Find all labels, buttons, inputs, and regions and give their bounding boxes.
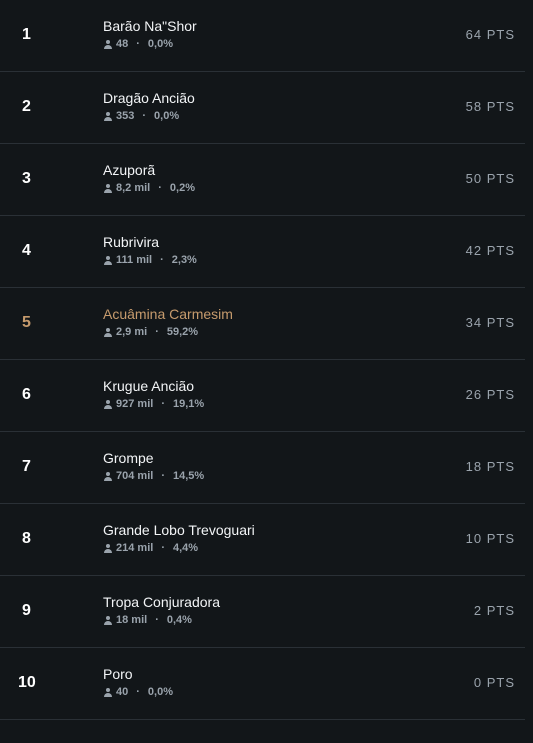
- separator-dot: ·: [155, 326, 159, 338]
- leaderboard-row-6[interactable]: 6 Krugue Ancião 927 mil · 19,1% 26 PTS: [0, 360, 525, 432]
- entry-stats: 353 · 0,0%: [103, 110, 179, 122]
- separator-dot: ·: [155, 614, 159, 626]
- player-count: 704 mil: [116, 470, 154, 482]
- entry-stats: 111 mil · 2,3%: [103, 254, 197, 266]
- entry-stats: 927 mil · 19,1%: [103, 398, 204, 410]
- leaderboard-row-9[interactable]: 9 Tropa Conjuradora 18 mil · 0,4% 2 PTS: [0, 576, 525, 648]
- pick-percent: 19,1%: [172, 398, 205, 410]
- entry-stats: 704 mil · 14,5%: [103, 470, 204, 482]
- pick-percent: 0,0%: [154, 110, 180, 122]
- user-icon: [103, 687, 112, 697]
- pick-percent: 4,4%: [172, 542, 199, 554]
- separator-dot: ·: [160, 254, 164, 266]
- points-value: 10 PTS: [465, 531, 515, 546]
- entry-name: Barão Na"Shor: [103, 18, 197, 34]
- rank-number: 8: [22, 530, 31, 547]
- pick-percent: 0,2%: [169, 182, 195, 194]
- rank-number: 3: [22, 170, 31, 187]
- entry-name: Grompe: [103, 450, 154, 466]
- player-count: 111 mil: [116, 254, 153, 266]
- separator-dot: ·: [161, 542, 165, 554]
- rank-number: 4: [22, 242, 31, 259]
- pick-percent: 59,2%: [166, 326, 199, 338]
- points-value: 58 PTS: [465, 99, 515, 114]
- pick-percent: 0,0%: [147, 38, 173, 50]
- entry-name: Krugue Ancião: [103, 378, 195, 394]
- rank-number: 1: [22, 26, 31, 43]
- user-icon: [103, 399, 112, 409]
- entry-name: Rubrivira: [103, 234, 160, 250]
- player-count: 927 mil: [116, 398, 154, 410]
- player-count: 2,9 mi: [116, 326, 148, 338]
- points-value: 18 PTS: [465, 459, 515, 474]
- separator-dot: ·: [136, 38, 140, 50]
- user-icon: [103, 39, 112, 49]
- entry-stats: 8,2 mil · 0,2%: [103, 182, 195, 194]
- entry-name: Poro: [103, 666, 133, 682]
- player-count: 214 mil: [116, 542, 154, 554]
- pick-percent: 14,5%: [172, 470, 205, 482]
- leaderboard-row-8[interactable]: 8 Grande Lobo Trevoguari 214 mil · 4,4% …: [0, 504, 525, 576]
- points-value: 50 PTS: [465, 171, 515, 186]
- pick-percent: 0,0%: [147, 686, 173, 698]
- pick-percent: 2,3%: [171, 254, 197, 266]
- entry-name: Acuâmina Carmesim: [103, 306, 233, 322]
- player-count: 18 mil: [116, 614, 148, 626]
- leaderboard-row-4[interactable]: 4 Rubrivira 111 mil · 2,3% 42 PTS: [0, 216, 525, 288]
- separator-dot: ·: [161, 470, 165, 482]
- entry-name: Dragão Ancião: [103, 90, 195, 106]
- player-count: 353: [116, 110, 135, 122]
- leaderboard-row-10[interactable]: 10 Poro 40 · 0,0% 0 PTS: [0, 648, 525, 720]
- entry-stats: 48 · 0,0%: [103, 38, 173, 50]
- points-value: 34 PTS: [465, 315, 515, 330]
- separator-dot: ·: [142, 110, 147, 122]
- user-icon: [103, 615, 112, 625]
- entry-name: Grande Lobo Trevoguari: [103, 522, 255, 538]
- user-icon: [103, 183, 112, 193]
- entry-name: Tropa Conjuradora: [103, 594, 220, 610]
- rank-number: 10: [18, 674, 36, 691]
- points-value: 0 PTS: [473, 675, 515, 690]
- user-icon: [103, 543, 112, 553]
- entry-stats: 18 mil · 0,4%: [103, 614, 192, 626]
- leaderboard-row-3[interactable]: 3 Azuporã 8,2 mil · 0,2% 50 PTS: [0, 144, 525, 216]
- leaderboard-row-2[interactable]: 2 Dragão Ancião 353 · 0,0% 58 PTS: [0, 72, 525, 144]
- entry-stats: 214 mil · 4,4%: [103, 542, 198, 554]
- points-value: 26 PTS: [465, 387, 515, 402]
- leaderboard-row-7[interactable]: 7 Grompe 704 mil · 14,5% 18 PTS: [0, 432, 525, 504]
- entry-stats: 40 · 0,0%: [103, 686, 173, 698]
- player-count: 40: [116, 686, 129, 698]
- leaderboard-row-5[interactable]: 5 Acuâmina Carmesim 2,9 mi · 59,2% 34 PT…: [0, 288, 525, 360]
- user-icon: [103, 111, 112, 121]
- user-icon: [103, 327, 112, 337]
- rank-number: 9: [22, 602, 31, 619]
- points-value: 2 PTS: [473, 603, 515, 618]
- rank-number: 2: [22, 98, 31, 115]
- player-count: 8,2 mil: [116, 182, 151, 194]
- separator-dot: ·: [161, 398, 165, 410]
- separator-dot: ·: [158, 182, 162, 194]
- user-icon: [103, 255, 112, 265]
- entry-name: Azuporã: [103, 162, 156, 178]
- separator-dot: ·: [136, 686, 140, 698]
- rank-number: 5: [22, 314, 31, 331]
- player-count: 48: [116, 38, 129, 50]
- pick-percent: 0,4%: [166, 614, 192, 626]
- leaderboard-row-1[interactable]: 1 Barão Na"Shor 48 · 0,0% 64 PTS: [0, 0, 525, 72]
- entry-stats: 2,9 mi · 59,2%: [103, 326, 198, 338]
- rank-number: 7: [22, 458, 31, 475]
- points-value: 64 PTS: [465, 27, 515, 42]
- rank-number: 6: [22, 386, 31, 403]
- user-icon: [103, 471, 112, 481]
- points-value: 42 PTS: [465, 243, 515, 258]
